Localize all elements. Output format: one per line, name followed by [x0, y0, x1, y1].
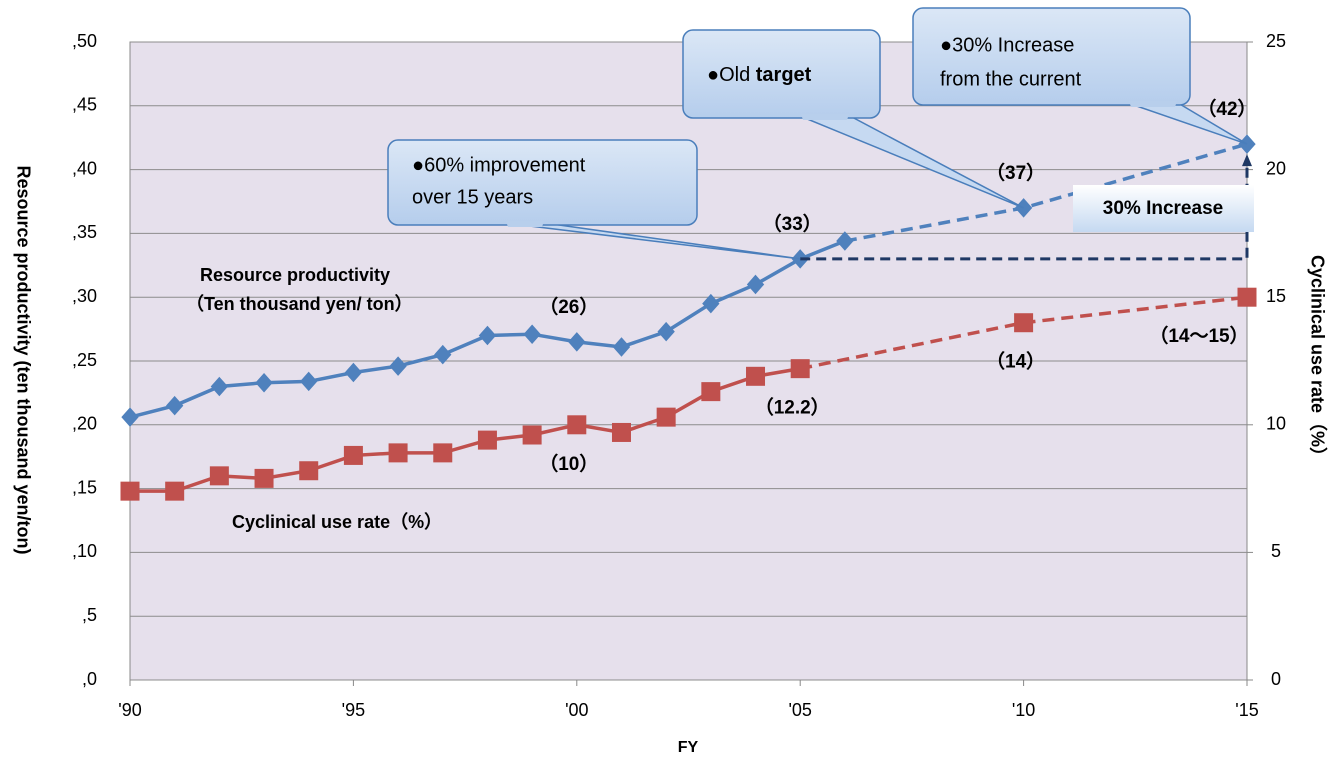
callout-joint [506, 221, 544, 227]
marker [433, 443, 453, 463]
y2-tick-label: 10 [1266, 414, 1286, 434]
annotation: from the current [940, 68, 1082, 90]
marker [522, 425, 542, 445]
y-tick-label: ,50 [72, 31, 97, 51]
data-label: （26） [539, 295, 598, 318]
marker [388, 443, 408, 463]
marker [165, 481, 185, 501]
y2-tick-label: 15 [1266, 286, 1286, 306]
callout-joint [801, 114, 849, 120]
marker [568, 332, 586, 352]
data-label: （14～15） [1149, 324, 1248, 347]
marker [166, 395, 184, 416]
data-label: （14） [986, 350, 1045, 373]
series-label: Resource productivity [200, 265, 390, 285]
callout-box [682, 29, 881, 119]
marker [120, 481, 140, 501]
y-tick-label: ,10 [72, 541, 97, 561]
y2-tick-label: 20 [1266, 158, 1286, 178]
data-label: （12.2） [755, 396, 830, 419]
y-tick-label: ,25 [72, 350, 97, 370]
x-tick-label: '05 [788, 700, 811, 720]
y-tick-label: ,15 [72, 477, 97, 497]
marker [746, 274, 765, 295]
marker [210, 376, 229, 397]
x-axis-label: FY [678, 739, 699, 756]
marker [746, 366, 766, 386]
y-axis-label: Resource productivity (ten thousand yen/… [13, 165, 33, 554]
callout-box [912, 7, 1191, 106]
annotation: over 15 years [412, 186, 533, 208]
marker [523, 324, 541, 344]
increase-box [1073, 185, 1254, 232]
annotation-part: target [756, 64, 812, 86]
marker [790, 359, 810, 379]
marker [612, 337, 631, 357]
y2-tick-label: 0 [1271, 669, 1281, 689]
marker [343, 445, 363, 465]
marker [701, 382, 721, 402]
y-tick-label: ,30 [72, 286, 97, 306]
marker [567, 415, 587, 435]
marker [254, 468, 274, 488]
y-tick-label: ,40 [72, 158, 97, 178]
y-tick-label: ,45 [72, 95, 97, 115]
arrow-head [1242, 154, 1252, 167]
series-line [130, 366, 801, 493]
annotation-part: ●Old [707, 64, 756, 86]
callout-joint [1129, 101, 1177, 107]
annotation: ●60% improvement [412, 154, 586, 176]
marker [611, 422, 631, 442]
annotation: ●30% Increase [940, 34, 1074, 56]
y2-tick-label: 25 [1266, 31, 1286, 51]
marker [477, 430, 497, 450]
marker [702, 293, 720, 314]
annotation: 30% Increase [1103, 198, 1223, 219]
data-label: （42） [1197, 97, 1256, 120]
marker [121, 407, 139, 427]
marker [1237, 287, 1257, 307]
marker [389, 356, 407, 376]
marker [255, 372, 273, 393]
annotation: ●Old target [707, 64, 812, 86]
y-tick-label: ,5 [82, 605, 97, 625]
marker [836, 231, 854, 251]
marker [478, 325, 497, 346]
marker [299, 461, 319, 481]
y-tick-label: ,0 [82, 669, 97, 689]
x-tick-label: '10 [1012, 700, 1035, 720]
marker [434, 344, 452, 365]
x-tick-label: '15 [1235, 700, 1258, 720]
data-label: （33） [763, 212, 822, 235]
x-tick-label: '95 [342, 700, 365, 720]
data-label: （10） [539, 452, 598, 475]
y2-tick-label: 5 [1271, 541, 1281, 561]
marker [656, 407, 676, 427]
x-tick-label: '90 [118, 700, 141, 720]
marker [657, 321, 675, 342]
marker [344, 362, 363, 383]
series-sublabel: （Ten thousand yen/ ton） [186, 294, 413, 314]
marker [300, 371, 318, 392]
y-tick-label: ,35 [72, 222, 97, 242]
callout-box [387, 139, 698, 226]
y2-axis-label: Cyclinical use rate（%） [1307, 255, 1327, 465]
marker [1014, 313, 1034, 333]
x-tick-label: '00 [565, 700, 588, 720]
series-label: Cyclinical use rate（%） [232, 512, 442, 532]
y-tick-label: ,20 [72, 414, 97, 434]
marker [209, 466, 229, 486]
target-arrow [800, 162, 1249, 261]
data-label: （37） [986, 161, 1045, 184]
